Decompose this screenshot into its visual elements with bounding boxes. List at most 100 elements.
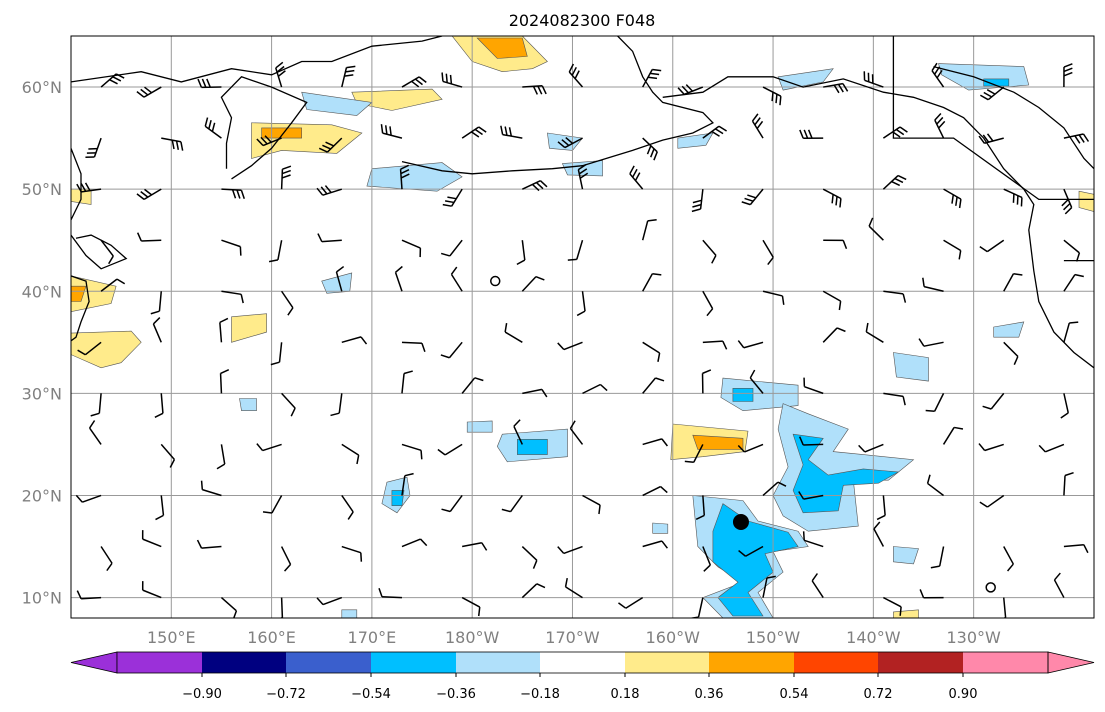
wind-barb-shaft <box>563 545 583 555</box>
wind-barb-shaft <box>271 495 283 514</box>
wind-barb-shaft <box>882 495 886 516</box>
wind-barb <box>642 273 662 292</box>
wind-barb-shaft <box>1003 273 1015 292</box>
wind-barb-shaft <box>642 377 657 394</box>
wind-barb-feather <box>660 485 668 494</box>
wind-barb-shaft <box>451 188 463 207</box>
wind-barb-shaft <box>581 291 586 312</box>
wind-barb-shaft <box>990 392 1005 410</box>
wind-barb <box>216 444 226 470</box>
wind-barb-shaft <box>84 341 102 356</box>
wind-barb <box>702 125 727 139</box>
wind-barb <box>380 124 403 139</box>
shaded-region-neg1 <box>777 68 834 91</box>
wind-barb-feather <box>474 377 484 382</box>
wind-barb-feather <box>1013 356 1019 366</box>
wind-barb-feather <box>478 126 487 133</box>
wind-barb-feather <box>88 420 96 429</box>
wind-barb-shaft <box>204 125 222 139</box>
wind-barb-feather <box>711 130 720 137</box>
wind-barb-feather <box>277 70 286 77</box>
wind-barb <box>504 323 523 343</box>
wind-barb <box>401 538 428 548</box>
wind-barb-feather <box>322 144 331 150</box>
map-border <box>70 35 1095 619</box>
colorbar-bin <box>963 652 1048 673</box>
wind-barb-feather <box>282 165 292 170</box>
wind-barb-shaft <box>278 342 283 363</box>
wind-barb-feather <box>618 602 627 609</box>
colorbar-tick-label: −0.90 <box>182 687 222 702</box>
wind-barb <box>931 62 945 88</box>
wind-barb-feather <box>76 590 82 600</box>
wind-barb-shaft <box>629 173 644 190</box>
wind-barb <box>197 78 222 89</box>
wind-barb-feather <box>136 193 145 200</box>
wind-barb <box>341 545 363 562</box>
wind-barb <box>394 265 403 292</box>
wind-barb-shaft <box>142 589 162 599</box>
wind-barb-feather <box>262 511 273 514</box>
wind-barb <box>982 392 1005 410</box>
wind-barb <box>100 73 125 88</box>
wind-barb-shaft <box>641 220 649 241</box>
wind-barb-shaft <box>762 290 783 297</box>
wind-barb-feather <box>873 521 881 530</box>
wind-barb <box>152 317 162 343</box>
colorbar-bin <box>202 652 286 673</box>
wind-barb-shaft <box>702 340 723 344</box>
wind-barb <box>677 84 704 96</box>
wind-barb-feather <box>536 583 546 589</box>
wind-barb <box>401 472 414 496</box>
wind-barb <box>702 340 728 350</box>
wind-barb <box>642 68 662 88</box>
wind-barb <box>316 596 343 606</box>
wind-barb-feather <box>567 258 577 261</box>
wind-barb-feather <box>577 163 587 171</box>
wind-barb-shaft <box>702 125 720 139</box>
wind-barb-shaft <box>984 137 1004 144</box>
wind-barb-feather <box>868 217 874 227</box>
wind-barb-shaft <box>1003 546 1014 565</box>
wind-barb <box>275 61 286 88</box>
wind-barb-shaft <box>642 485 661 497</box>
wind-barb-feather <box>771 92 774 102</box>
wind-barb-shaft <box>98 393 102 414</box>
wind-barb-feather <box>876 514 886 521</box>
wind-barb-feather <box>175 140 180 150</box>
wind-barb <box>75 494 102 503</box>
coastline <box>71 234 128 270</box>
wind-barb <box>450 266 463 292</box>
wind-barb-shaft <box>202 488 222 497</box>
wind-barb-shaft <box>221 188 242 191</box>
wind-barb-shaft <box>1003 188 1023 199</box>
wind-barb <box>1063 133 1090 144</box>
wind-barb-feather <box>80 183 87 192</box>
wind-barb <box>1003 341 1019 366</box>
wind-barb-feather <box>647 76 658 80</box>
wind-barb-shaft <box>1063 133 1084 139</box>
wind-barb-feather <box>500 125 504 135</box>
wind-barb-shaft <box>81 596 102 600</box>
wind-barb-feather <box>557 546 565 554</box>
latitude-label: 50°N <box>22 180 62 199</box>
wind-barb-feather <box>532 560 538 569</box>
wind-barb-feather <box>240 189 245 199</box>
wind-barb-feather <box>532 86 539 95</box>
shaded-region-neg2 <box>712 503 799 617</box>
wind-barb <box>341 65 356 88</box>
wind-barb-shaft <box>883 392 904 398</box>
wind-barb-shaft <box>702 546 712 566</box>
wind-barb-feather <box>1053 572 1061 581</box>
wind-barb-feather <box>471 131 480 138</box>
wind-barb <box>1063 471 1074 496</box>
wind-barb-shaft <box>521 583 538 599</box>
wind-barb-feather <box>891 180 901 187</box>
latitude-label: 60°N <box>22 78 62 97</box>
wind-barb-shaft <box>745 545 764 557</box>
wind-barb-shaft <box>563 341 583 351</box>
wind-barb-shaft <box>749 377 764 394</box>
wind-barb-feather <box>741 201 751 206</box>
wind-barb-feather <box>1064 471 1074 477</box>
